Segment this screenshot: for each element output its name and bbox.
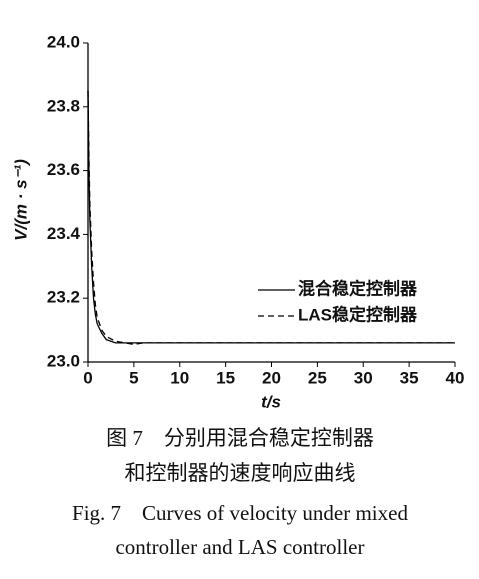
caption: Fig. 7 Curves of velocity under mixed [72,501,408,525]
x-tick-label: 35 [400,368,419,387]
x-tick-label: 25 [308,368,327,387]
x-tick-label: 20 [262,368,281,387]
x-axis-label: t/s [261,392,281,411]
y-tick-label: 24.0 [47,32,80,51]
y-tick-label: 23.4 [47,224,81,243]
caption: 图 7 分别用混合稳定控制器 [106,426,374,450]
y-tick-label: 23.6 [47,160,80,179]
legend-label: LAS稳定控制器 [298,304,418,324]
x-tick-label: 40 [446,368,465,387]
x-tick-label: 15 [216,368,235,387]
x-tick-label: 5 [129,368,138,387]
x-tick-label: 10 [170,368,189,387]
legend-label: 混合稳定控制器 [298,278,418,298]
y-tick-label: 23.8 [47,96,80,115]
caption: 和控制器的速度响应曲线 [125,461,356,485]
x-tick-label: 0 [83,368,92,387]
y-axis-label: V/(m · s⁻¹) [11,159,30,241]
series-line [87,90,455,346]
caption: controller and LAS controller [115,535,364,559]
x-tick-label: 30 [354,368,373,387]
y-tick-label: 23.2 [47,288,80,307]
y-tick-label: 23.0 [47,351,80,370]
